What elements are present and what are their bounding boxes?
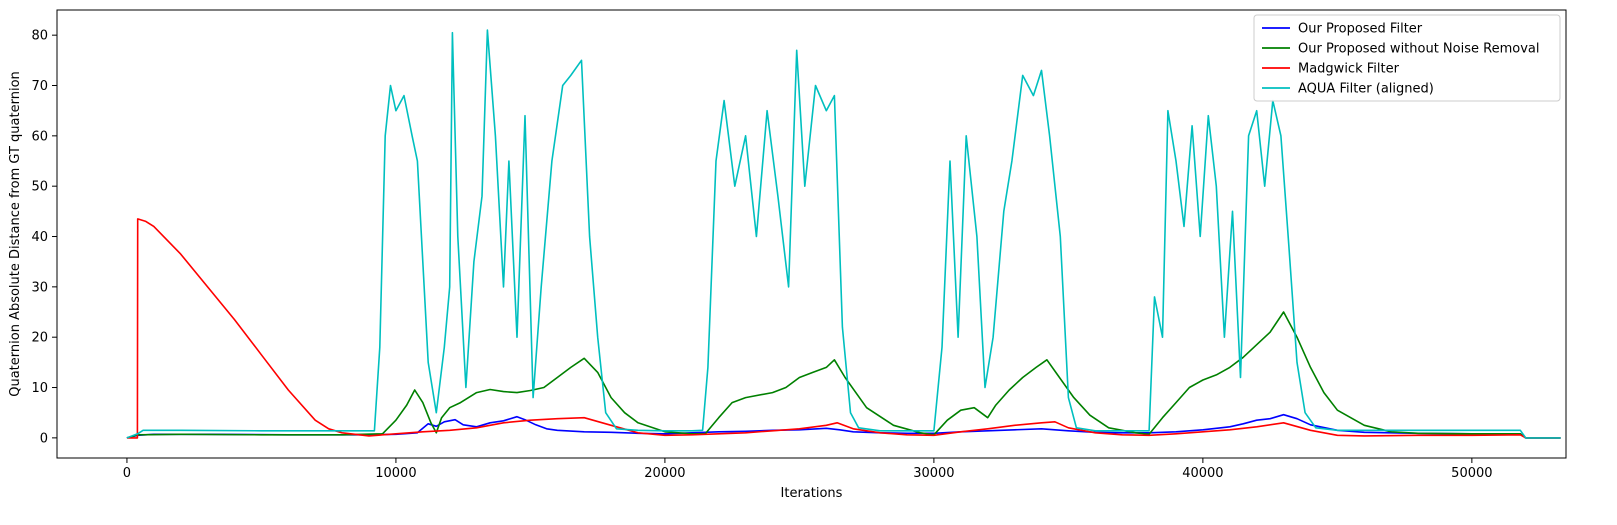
series-line-3 xyxy=(126,29,1561,439)
series-line-2 xyxy=(126,218,1561,439)
x-tick-label: 40000 xyxy=(1182,466,1223,481)
series-layer xyxy=(126,29,1561,439)
y-tick-label: 70 xyxy=(31,79,48,94)
x-tick-label: 50000 xyxy=(1451,466,1492,481)
x-tick-label: 0 xyxy=(123,466,131,481)
legend-box xyxy=(1253,14,1561,102)
x-tick-label: 20000 xyxy=(644,466,685,481)
y-tick-label: 20 xyxy=(31,331,48,346)
legend: Our Proposed Filter Our Proposed without … xyxy=(1253,14,1561,102)
plot-frame xyxy=(56,9,1567,459)
x-tick-label: 30000 xyxy=(913,466,954,481)
series-line-1 xyxy=(126,311,1561,439)
legend-label: Our Proposed without Noise Removal xyxy=(1298,42,1539,57)
y-tick-label: 40 xyxy=(31,230,48,245)
y-tick-label: 10 xyxy=(31,381,48,396)
x-axis: 0 10000 20000 30000 40000 50000 xyxy=(123,458,1493,481)
x-axis-label: Iterations xyxy=(781,486,843,501)
legend-label: Our Proposed Filter xyxy=(1298,22,1423,37)
y-tick-label: 50 xyxy=(31,180,48,195)
y-tick-label: 60 xyxy=(31,129,48,144)
y-tick-label: 30 xyxy=(31,280,48,295)
legend-label: AQUA Filter (aligned) xyxy=(1298,82,1434,97)
x-tick-label: 10000 xyxy=(375,466,416,481)
legend-label: Madgwick Filter xyxy=(1298,62,1400,77)
y-tick-label: 0 xyxy=(40,431,48,446)
y-axis: 0 10 20 30 40 50 60 70 80 xyxy=(31,29,57,446)
series-line-0 xyxy=(126,413,1561,439)
y-tick-label: 80 xyxy=(31,29,48,44)
y-axis-label: Quaternion Absolute Distance from GT qua… xyxy=(8,71,23,397)
